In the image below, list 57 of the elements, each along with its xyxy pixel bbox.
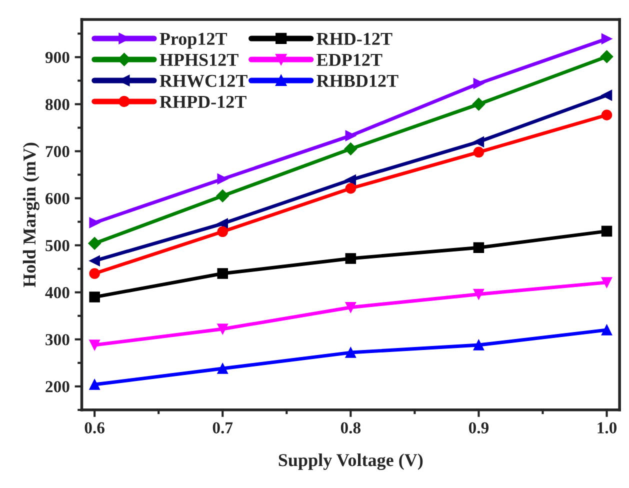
point [345,130,356,142]
point [601,324,612,336]
y-tick-label: 900 [45,52,70,64]
y-tick-label: 500 [46,240,70,252]
point [89,340,100,350]
point [89,268,100,279]
point [600,50,614,64]
point [473,242,484,254]
legend-label: EDP12T [316,54,382,66]
point [217,226,228,238]
legend-label: RHD-12T [316,32,392,45]
point [473,340,484,350]
y-tick-label: 700 [46,146,70,158]
legend-label: RHBD12T [316,74,398,87]
point [473,78,484,89]
point [89,379,100,390]
point [89,292,100,302]
y-tick-label: 600 [46,192,70,204]
point [345,183,356,194]
point [217,268,228,279]
legend-label: Prop12T [160,32,228,49]
legend-label: RHWC12T [160,74,248,88]
point [344,142,358,156]
y-axis-title: Hold Margin (mV) [22,142,40,288]
point [216,189,230,202]
y-tick-label: 300 [46,334,70,346]
legend-label: HPHS12T [160,54,238,66]
x-tick-label: 0.9 [468,422,489,434]
x-tick-label: 0.7 [212,422,233,434]
point [345,302,356,313]
point [345,347,356,358]
y-tick-label: 200 [46,381,70,392]
x-axis-title: Supply Voltage (V) [278,454,423,470]
point [601,90,612,101]
x-tick-label: 0.6 [84,422,105,434]
point [473,136,484,148]
point [217,218,228,230]
point [345,253,356,264]
point [88,237,101,250]
point [217,363,228,374]
point [472,98,486,111]
point [345,174,356,186]
point [217,324,228,334]
legend-label: RHPD-12T [160,96,246,108]
y-tick-label: 400 [45,287,70,298]
x-tick-label: 1.0 [598,422,617,434]
point [473,288,484,300]
y-tick-label: 800 [46,98,70,110]
point [601,110,612,120]
point [217,174,228,184]
point [89,255,100,266]
point [601,33,612,44]
point [89,217,100,228]
point [473,146,484,158]
x-tick-label: 0.8 [340,422,361,434]
point [601,277,612,288]
point [601,226,612,237]
